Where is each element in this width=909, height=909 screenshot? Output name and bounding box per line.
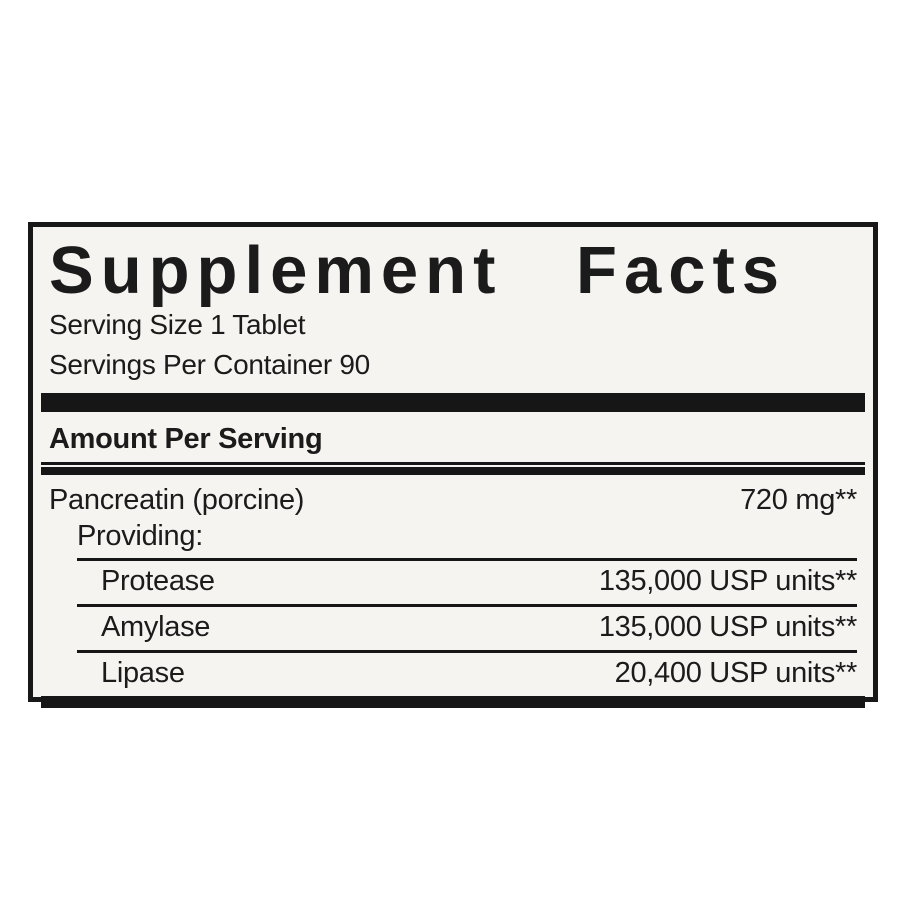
panel-title: Supplement Facts — [49, 233, 787, 308]
ingredient-name: Lipase — [101, 657, 185, 689]
serving-size-text: Serving Size 1 Tablet — [49, 309, 306, 340]
ingredient-amount: 135,000 USP units** — [598, 611, 857, 643]
ingredient-name: Pancreatin (porcine) — [49, 484, 305, 516]
ingredient-name: Protease — [101, 565, 215, 597]
servings-per-container-text: Servings Per Container 90 — [49, 349, 370, 380]
ingredient-amount: 135,000 USP units** — [598, 565, 857, 597]
amount-per-serving-header: Amount Per Serving — [49, 423, 323, 455]
providing-sub-rows: Protease 135,000 USP units** Amylase 135… — [77, 558, 857, 696]
ingredient-row-lipase: Lipase 20,400 USP units** — [77, 650, 857, 696]
ingredient-row-amylase: Amylase 135,000 USP units** — [77, 604, 857, 650]
ingredient-row-protease: Protease 135,000 USP units** — [77, 558, 857, 604]
ingredient-amount: 720 mg** — [740, 484, 857, 516]
divider-double-bar — [41, 462, 865, 475]
providing-label: Providing: — [77, 520, 203, 552]
divider-thick-bar-bottom — [41, 696, 865, 708]
ingredient-amount: 20,400 USP units** — [614, 657, 858, 689]
ingredient-row-pancreatin: Pancreatin (porcine) 720 mg** — [49, 475, 857, 516]
supplement-facts-panel: Supplement Facts Serving Size 1 Tablet S… — [28, 222, 878, 708]
ingredient-name: Amylase — [101, 611, 211, 643]
divider-thick-bar-top — [41, 393, 865, 412]
